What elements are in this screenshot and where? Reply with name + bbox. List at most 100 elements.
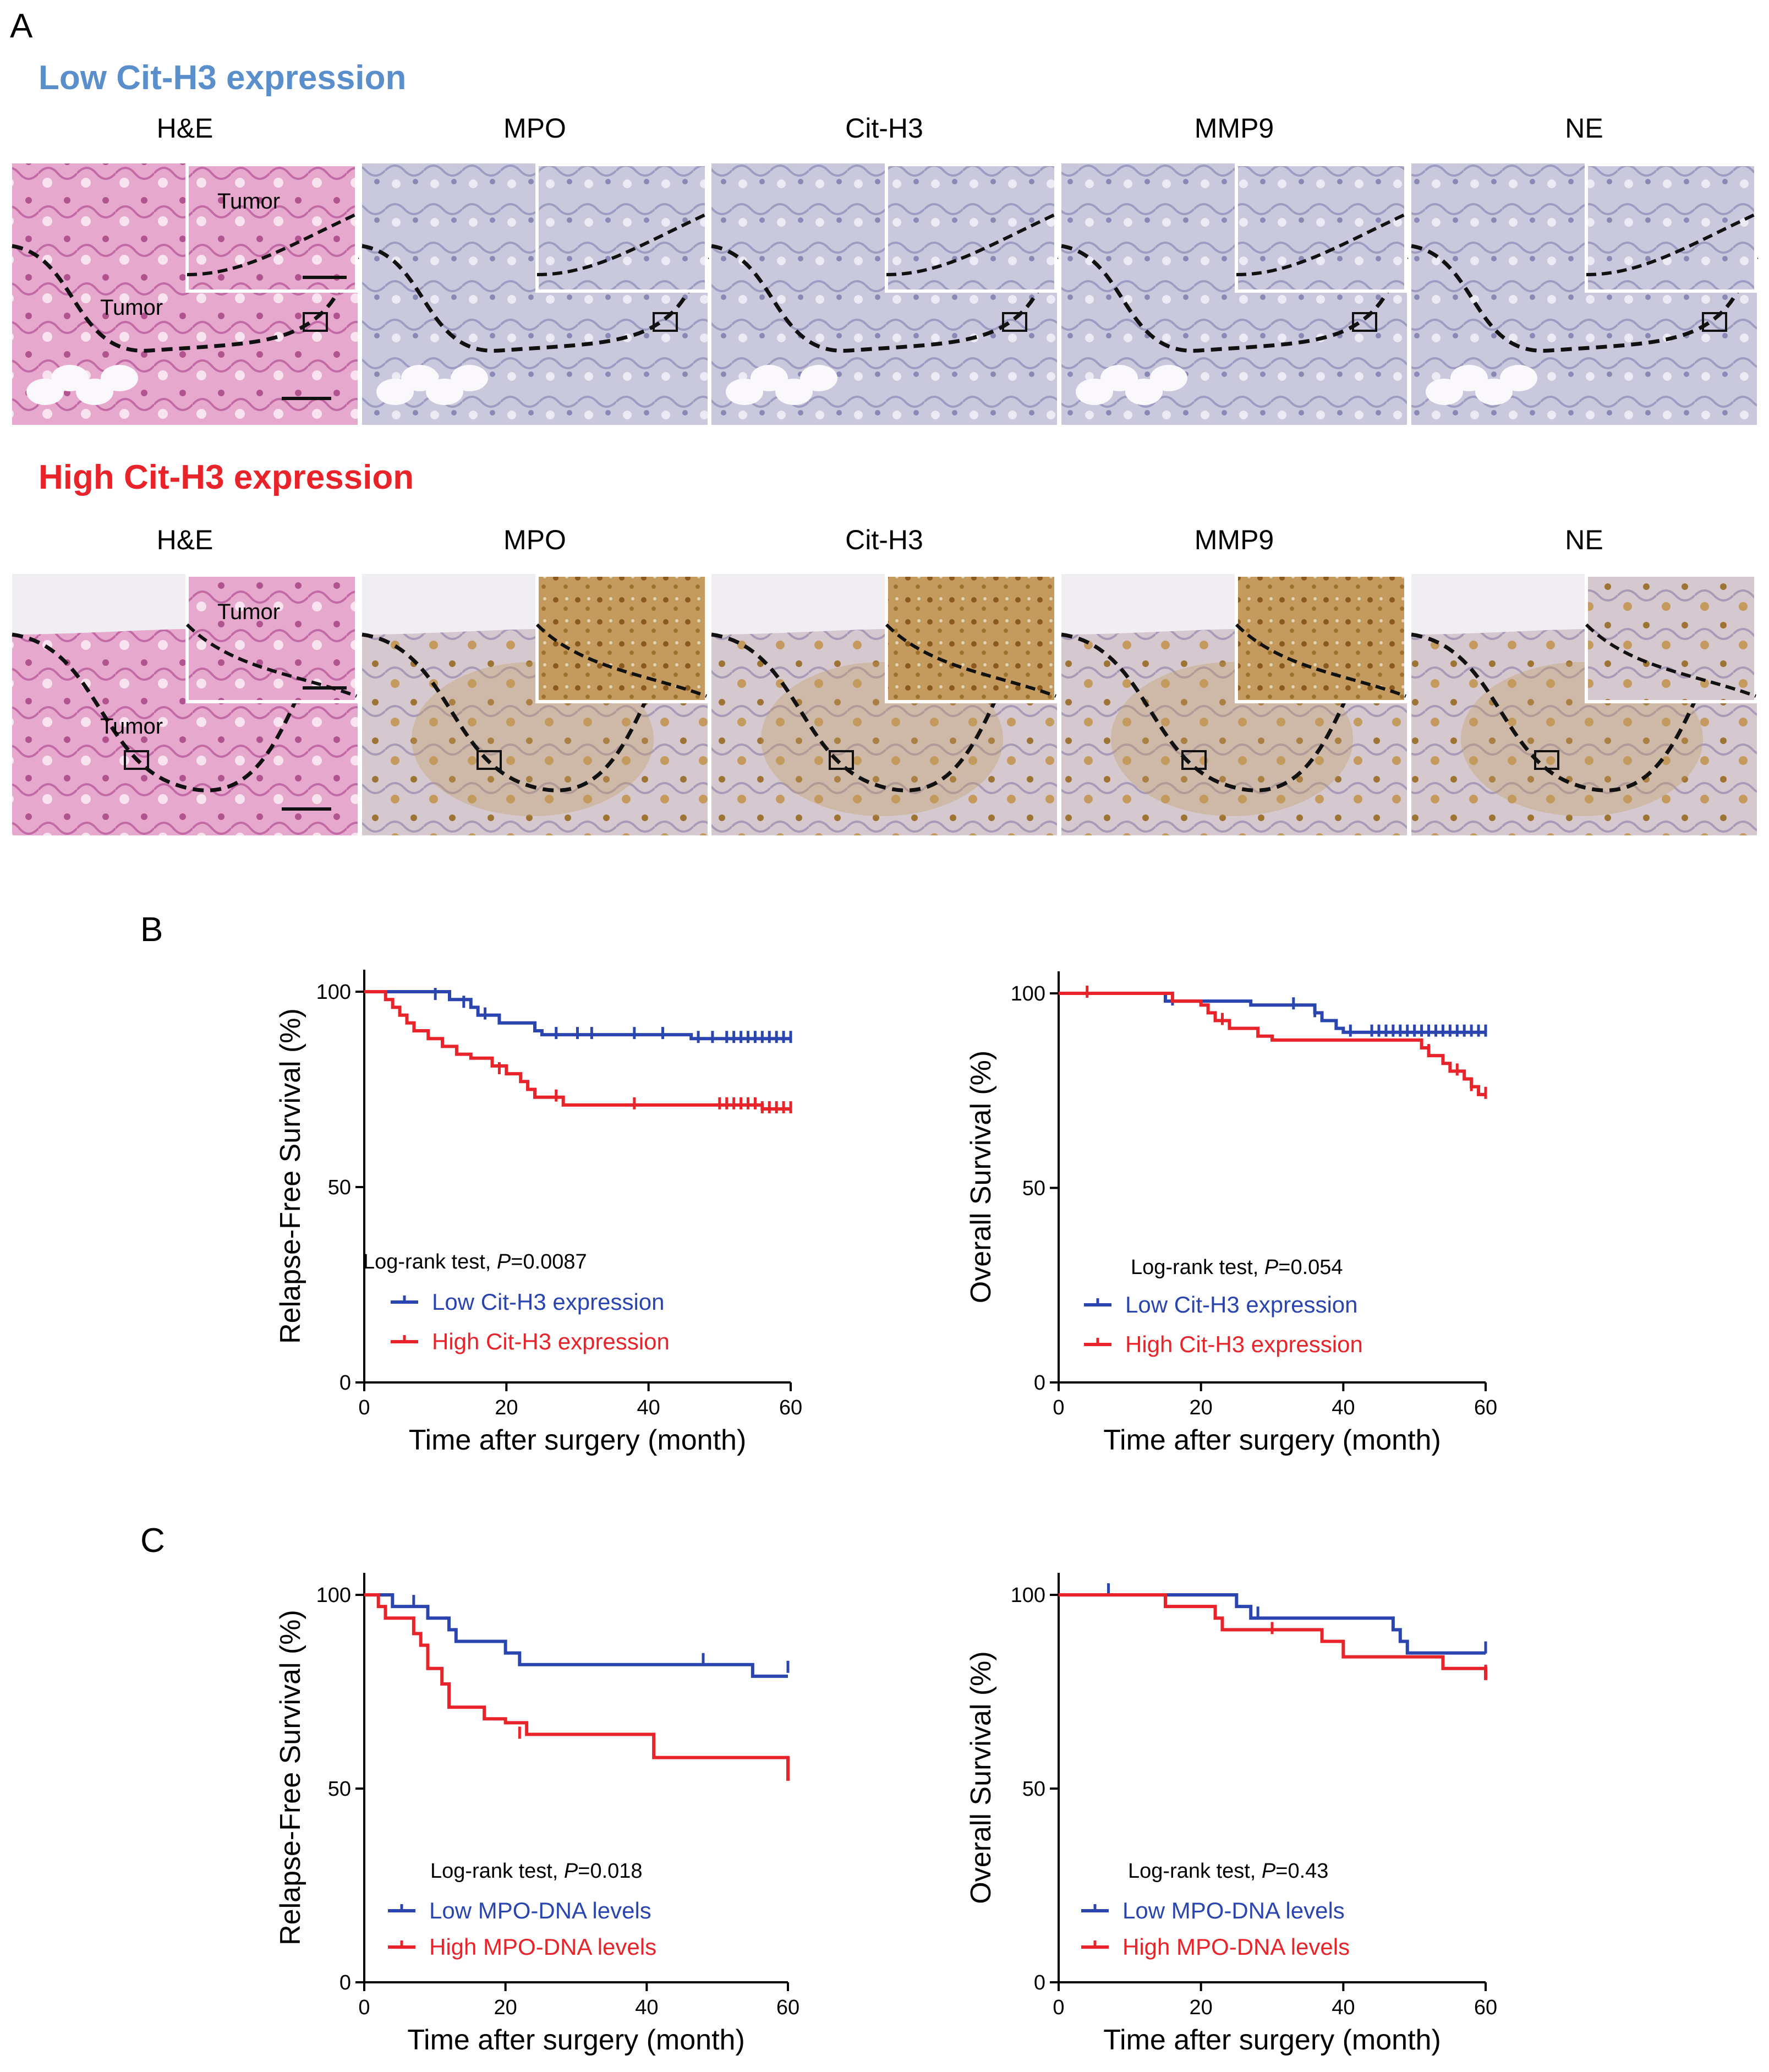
- y-axis-title: Relapse-Free Survival (%): [275, 1008, 306, 1344]
- x-tick-label: 0: [358, 1396, 370, 1419]
- zoom-inset: [1235, 573, 1407, 703]
- micrograph-mmp9: [1061, 573, 1407, 835]
- legend-label: Low MPO-DNA levels: [429, 1898, 651, 1923]
- panel-letter-c: C: [140, 1522, 165, 1560]
- tumor-label: Tumor: [100, 714, 163, 739]
- zoom-box: [1002, 312, 1027, 332]
- zoom-box: [1352, 312, 1377, 332]
- x-tick-label: 40: [635, 1996, 658, 2019]
- stat-p: P: [497, 1250, 511, 1273]
- panel-letter-b: B: [140, 911, 163, 949]
- zoom-box: [477, 750, 502, 770]
- micrograph-h-e: Tumor Tumor: [12, 573, 358, 835]
- zoom-inset: [185, 163, 358, 293]
- km-curve-series-2: [1059, 992, 1486, 1096]
- stain-label: MPO: [503, 113, 566, 144]
- y-tick-label: 100: [316, 1584, 351, 1607]
- km-chart-c-rfs: 0 50 100 0 20 40 60 Time after surgery (month) R…: [275, 1573, 799, 2056]
- x-tick-label: 60: [779, 1396, 802, 1419]
- tumor-border: [12, 244, 359, 353]
- inset-border-line: [1235, 623, 1407, 698]
- legend-label: High Cit-H3 expression: [1125, 1331, 1363, 1357]
- y-tick-label: 0: [339, 1971, 351, 1994]
- y-tick-label: 50: [1022, 1778, 1045, 1801]
- x-tick-label: 20: [494, 1996, 517, 2019]
- y-axis-title: Overall Survival (%): [965, 1651, 997, 1904]
- inset-border-line: [885, 623, 1057, 698]
- x-tick-label: 40: [1332, 1396, 1355, 1419]
- zoom-inset: [885, 573, 1058, 703]
- tumor-label: Tumor: [217, 189, 280, 214]
- legend-label: High MPO-DNA levels: [1122, 1934, 1350, 1960]
- x-axis-title: Time after surgery (month): [407, 2024, 745, 2056]
- tumor-border: [1411, 244, 1759, 353]
- legend-label: High Cit-H3 expression: [432, 1329, 670, 1354]
- stat-prefix: Log-rank test,: [430, 1860, 564, 1883]
- log-rank-annotation: Log-rank test, P=0.43: [1128, 1860, 1328, 1883]
- km-curve-series-2: [1059, 1593, 1487, 1680]
- stain-label: H&E: [157, 524, 213, 555]
- x-tick-label: 20: [495, 1396, 518, 1419]
- micrograph-cit-h3: [711, 573, 1058, 835]
- legend-label: Low MPO-DNA levels: [1122, 1898, 1345, 1923]
- fat-vacuole: [1150, 365, 1187, 391]
- stain-label: MPO: [503, 524, 566, 555]
- zoom-inset: [185, 573, 358, 703]
- zoom-inset: [1235, 163, 1407, 293]
- zoom-inset: [1585, 163, 1757, 293]
- x-tick-label: 0: [1053, 1396, 1064, 1419]
- km-curve-series-2: [364, 1593, 790, 1781]
- zoom-box: [1702, 312, 1727, 332]
- inset-border-line: [1586, 212, 1757, 276]
- x-tick-label: 0: [358, 1996, 370, 2019]
- fat-vacuole: [451, 365, 488, 391]
- stat-prefix: Log-rank test,: [1128, 1860, 1262, 1883]
- zoom-box: [1534, 750, 1559, 770]
- stain-label: MMP9: [1195, 524, 1274, 555]
- histology-grid: Low Cit-H3 expression H&E Tumor Tumor MPO Cit…: [12, 59, 1759, 835]
- x-tick-label: 60: [1474, 1996, 1497, 2019]
- survival-charts: 0 50 100 0 20 40 60 Time after surgery (month) R…: [275, 970, 1497, 2056]
- zoom-box: [303, 312, 328, 332]
- micrograph-h-e: Tumor Tumor: [12, 163, 359, 425]
- log-rank-annotation: Log-rank test, P=0.018: [430, 1860, 643, 1883]
- x-axis-title: Time after surgery (month): [1103, 2024, 1441, 2056]
- inset-border-line: [187, 212, 358, 276]
- stain-label: H&E: [157, 113, 213, 144]
- x-tick-label: 0: [1053, 1996, 1064, 2019]
- micrograph-cit-h3: [711, 163, 1059, 425]
- fat-vacuole: [800, 365, 837, 391]
- y-tick-label: 100: [316, 981, 351, 1004]
- histology-row-high: High Cit-H3 expression H&E Tumor Tumor MPO Ci…: [12, 458, 1757, 835]
- tumor-label: Tumor: [100, 296, 163, 320]
- log-rank-annotation: Log-rank test, P=0.054: [1131, 1256, 1343, 1279]
- fat-vacuole: [101, 365, 138, 391]
- stain-label: MMP9: [1195, 113, 1274, 144]
- y-tick-label: 50: [1022, 1177, 1045, 1200]
- x-tick-label: 20: [1190, 1396, 1213, 1419]
- km-chart-b-rfs: 0 50 100 0 20 40 60 Time after surgery (month) R…: [275, 970, 802, 1456]
- stat-value: =0.43: [1275, 1860, 1328, 1883]
- stat-value: =0.0087: [511, 1250, 587, 1273]
- zoom-inset: [535, 573, 708, 703]
- legend-label: High MPO-DNA levels: [429, 1934, 656, 1960]
- x-tick-label: 40: [637, 1396, 660, 1419]
- km-curve-series-1: [364, 990, 791, 1041]
- km-curve-series-1: [1059, 992, 1486, 1034]
- x-tick-label: 60: [776, 1996, 799, 2019]
- km-chart-b-os: 0 50 100 0 20 40 60 Time after surgery (month) O…: [965, 971, 1497, 1456]
- inset-border-line: [536, 212, 708, 276]
- km-curve-series-2: [364, 990, 791, 1111]
- zoom-box: [1181, 750, 1207, 770]
- zoom-inset: [535, 163, 708, 293]
- tumor-border: [1061, 244, 1409, 353]
- stain-label: NE: [1565, 113, 1603, 144]
- stain-label: Cit-H3: [845, 113, 923, 144]
- zoom-inset: [1585, 573, 1757, 703]
- y-tick-label: 0: [1034, 1971, 1045, 1994]
- x-tick-label: 20: [1190, 1996, 1213, 2019]
- y-axis-title: Overall Survival (%): [965, 1051, 997, 1303]
- y-tick-label: 50: [328, 1778, 351, 1801]
- stat-value: =0.054: [1278, 1256, 1343, 1279]
- y-axis-title: Relapse-Free Survival (%): [275, 1610, 306, 1945]
